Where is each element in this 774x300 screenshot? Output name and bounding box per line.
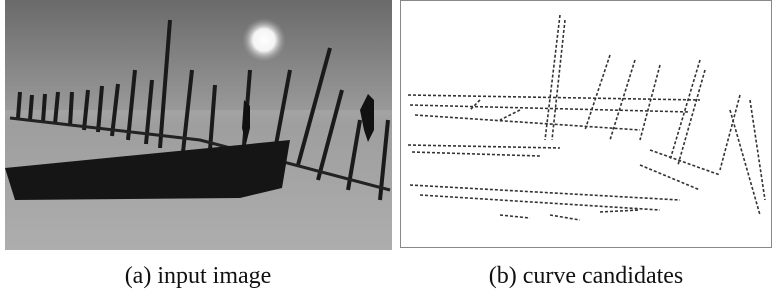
figure: (a) input image (b) curve candidates xyxy=(0,0,774,300)
curve-candidates xyxy=(401,1,772,248)
page: (a) input image (b) curve candidates (()… xyxy=(0,0,774,300)
panel-caption: (b) curve candidates xyxy=(489,263,684,289)
sun xyxy=(242,18,286,62)
panel-frame xyxy=(401,1,772,248)
input-image xyxy=(5,0,392,250)
panel-caption: (a) input image xyxy=(125,263,272,289)
